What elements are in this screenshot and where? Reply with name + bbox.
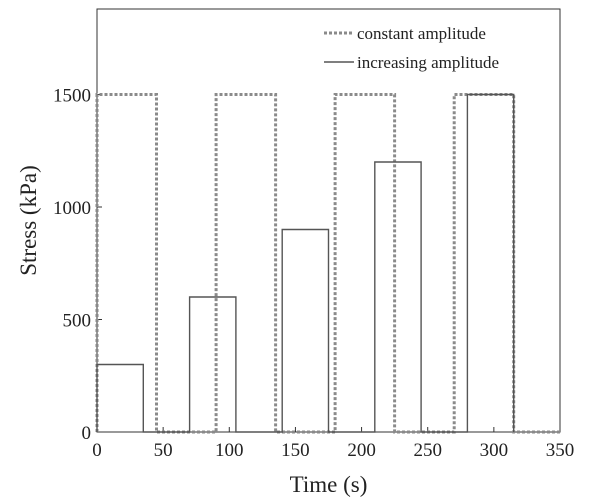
y-tick-label: 1500 — [53, 86, 91, 107]
legend: constant amplitude increasing amplitude — [324, 24, 499, 72]
x-tick-label: 150 — [281, 440, 310, 461]
x-tick-label: 200 — [347, 440, 376, 461]
x-tick-label: 300 — [480, 440, 509, 461]
y-tick-label: 1000 — [53, 198, 91, 219]
y-axis-title: Stress (kPa) — [16, 165, 41, 276]
x-axis-title: Time (s) — [290, 472, 368, 497]
y-tick-label: 500 — [63, 311, 92, 332]
series-line-constant-amplitude — [95, 93, 560, 434]
x-tick-label: 0 — [92, 440, 102, 461]
x-tick-label: 100 — [215, 440, 244, 461]
series-layer — [95, 93, 560, 434]
y-tick-label: 0 — [82, 423, 92, 444]
legend-label-constant-amplitude: constant amplitude — [357, 24, 486, 43]
legend-label-increasing-amplitude: increasing amplitude — [357, 53, 499, 72]
x-axis-ticks: 0 50 100 150 200 250 300 350 — [92, 427, 574, 461]
x-tick-label: 350 — [546, 440, 575, 461]
x-tick-label: 50 — [154, 440, 173, 461]
y-axis-ticks: 0 500 1000 1500 — [53, 86, 102, 444]
x-tick-label: 250 — [413, 440, 442, 461]
series-line-increasing-amplitude — [96, 93, 515, 433]
